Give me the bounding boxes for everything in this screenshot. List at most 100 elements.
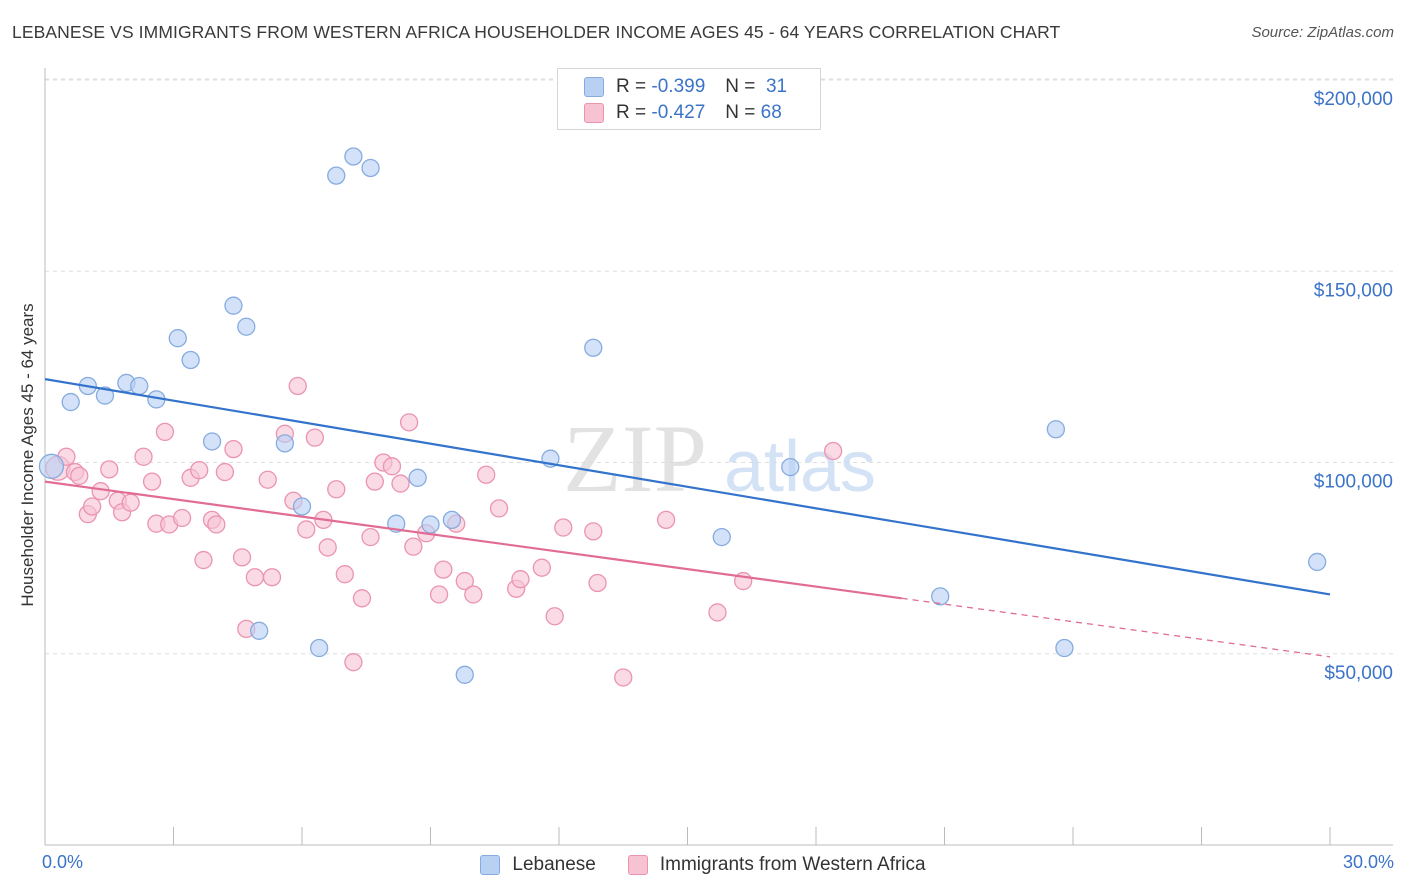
y-tick-label: $200,000 xyxy=(1314,89,1393,110)
data-point xyxy=(365,472,384,491)
data-point xyxy=(142,472,162,491)
legend-swatch-pink xyxy=(584,103,604,123)
data-point xyxy=(823,441,843,461)
trend-line xyxy=(44,480,902,600)
data-point xyxy=(344,653,363,672)
data-point xyxy=(155,422,175,442)
data-point xyxy=(215,462,235,482)
data-point xyxy=(408,468,427,487)
data-point xyxy=(288,376,307,396)
data-point xyxy=(511,570,530,589)
data-point xyxy=(82,497,102,516)
data-point xyxy=(404,537,423,556)
data-point xyxy=(455,571,474,591)
legend-n-label: N = xyxy=(725,102,756,123)
watermark-atlas: atlas xyxy=(724,427,876,507)
data-point xyxy=(361,158,380,178)
data-point xyxy=(489,499,509,518)
legend-r-value: -0.427 xyxy=(651,102,706,123)
data-point xyxy=(327,166,346,185)
data-point xyxy=(305,428,325,447)
legend-r-value: -0.399 xyxy=(651,76,706,97)
data-point xyxy=(1055,638,1074,658)
legend-r-label: R = xyxy=(616,102,647,123)
data-point xyxy=(931,587,950,606)
data-point xyxy=(584,522,603,541)
data-point xyxy=(297,520,316,539)
series-legend: Lebanese Immigrants from Western Africa xyxy=(0,852,1406,878)
y-tick-label: $150,000 xyxy=(1314,280,1393,301)
data-point xyxy=(172,508,192,528)
data-point xyxy=(309,638,329,658)
correlation-legend: R = -0.399 N = 31 R = -0.427 N = 68 xyxy=(557,68,821,130)
y-tick-label: $100,000 xyxy=(1314,472,1393,493)
data-point xyxy=(318,538,337,557)
data-point xyxy=(477,465,496,484)
data-point xyxy=(455,665,474,684)
data-point xyxy=(61,392,80,412)
data-point xyxy=(232,548,252,567)
data-point xyxy=(352,589,372,608)
source-label: Source: ZipAtlas.com xyxy=(1251,24,1394,41)
data-point xyxy=(237,317,256,336)
data-point xyxy=(442,510,462,530)
legend-r-label: R = xyxy=(616,76,647,97)
y-tick-label: $50,000 xyxy=(1324,663,1393,684)
data-point xyxy=(584,338,603,357)
data-point xyxy=(421,515,440,534)
x-min-label: 0.0% xyxy=(42,852,84,872)
data-point xyxy=(262,568,282,587)
legend-swatch-blue xyxy=(480,855,501,875)
y-axis-label: Householder Income Ages 45 - 64 years xyxy=(18,303,37,607)
data-point xyxy=(224,439,243,459)
trend-line-extension xyxy=(901,597,1331,658)
watermark-zip: ZIP xyxy=(563,405,707,512)
legend-n-label: N = xyxy=(725,76,756,97)
x-max-label: 30.0% xyxy=(1342,852,1394,872)
data-point xyxy=(70,466,89,486)
data-point xyxy=(258,470,277,489)
data-point xyxy=(38,453,65,479)
data-point xyxy=(554,518,573,537)
data-point xyxy=(382,457,402,476)
legend-item-lebanese: Lebanese xyxy=(480,854,596,876)
data-point xyxy=(275,434,295,453)
data-point xyxy=(781,457,800,477)
data-point xyxy=(190,460,209,480)
legend-n-value: 31 xyxy=(765,76,788,97)
data-point xyxy=(335,565,354,584)
data-point xyxy=(391,474,410,493)
data-point xyxy=(95,386,115,405)
data-point xyxy=(361,527,380,547)
gridlines xyxy=(45,78,1393,655)
data-point xyxy=(545,607,564,626)
data-point xyxy=(532,558,552,577)
data-point xyxy=(134,447,153,466)
data-point xyxy=(194,550,213,570)
data-point xyxy=(327,480,346,499)
series-lebanese xyxy=(38,147,1327,684)
data-point xyxy=(245,568,265,587)
data-point xyxy=(464,585,483,604)
data-point xyxy=(614,668,633,687)
data-point xyxy=(344,147,363,166)
data-point xyxy=(434,560,453,579)
legend-swatch-pink xyxy=(627,855,648,875)
legend-item-label: Immigrants from Western Africa xyxy=(659,854,926,875)
data-point xyxy=(202,432,222,451)
legend-item-immigrants: Immigrants from Western Africa xyxy=(627,854,926,876)
data-point xyxy=(712,527,731,547)
data-point xyxy=(207,515,226,534)
axes xyxy=(44,68,1393,846)
data-point xyxy=(1308,552,1327,572)
data-point xyxy=(100,460,119,479)
legend-row-immigrants: R = -0.427 N = 68 xyxy=(584,101,782,125)
data-point xyxy=(1046,420,1066,439)
legend-item-label: Lebanese xyxy=(512,854,596,875)
data-point xyxy=(399,413,419,432)
data-point xyxy=(250,621,269,640)
trend-lines xyxy=(44,378,1331,658)
data-point xyxy=(224,296,243,315)
data-point xyxy=(130,376,149,396)
